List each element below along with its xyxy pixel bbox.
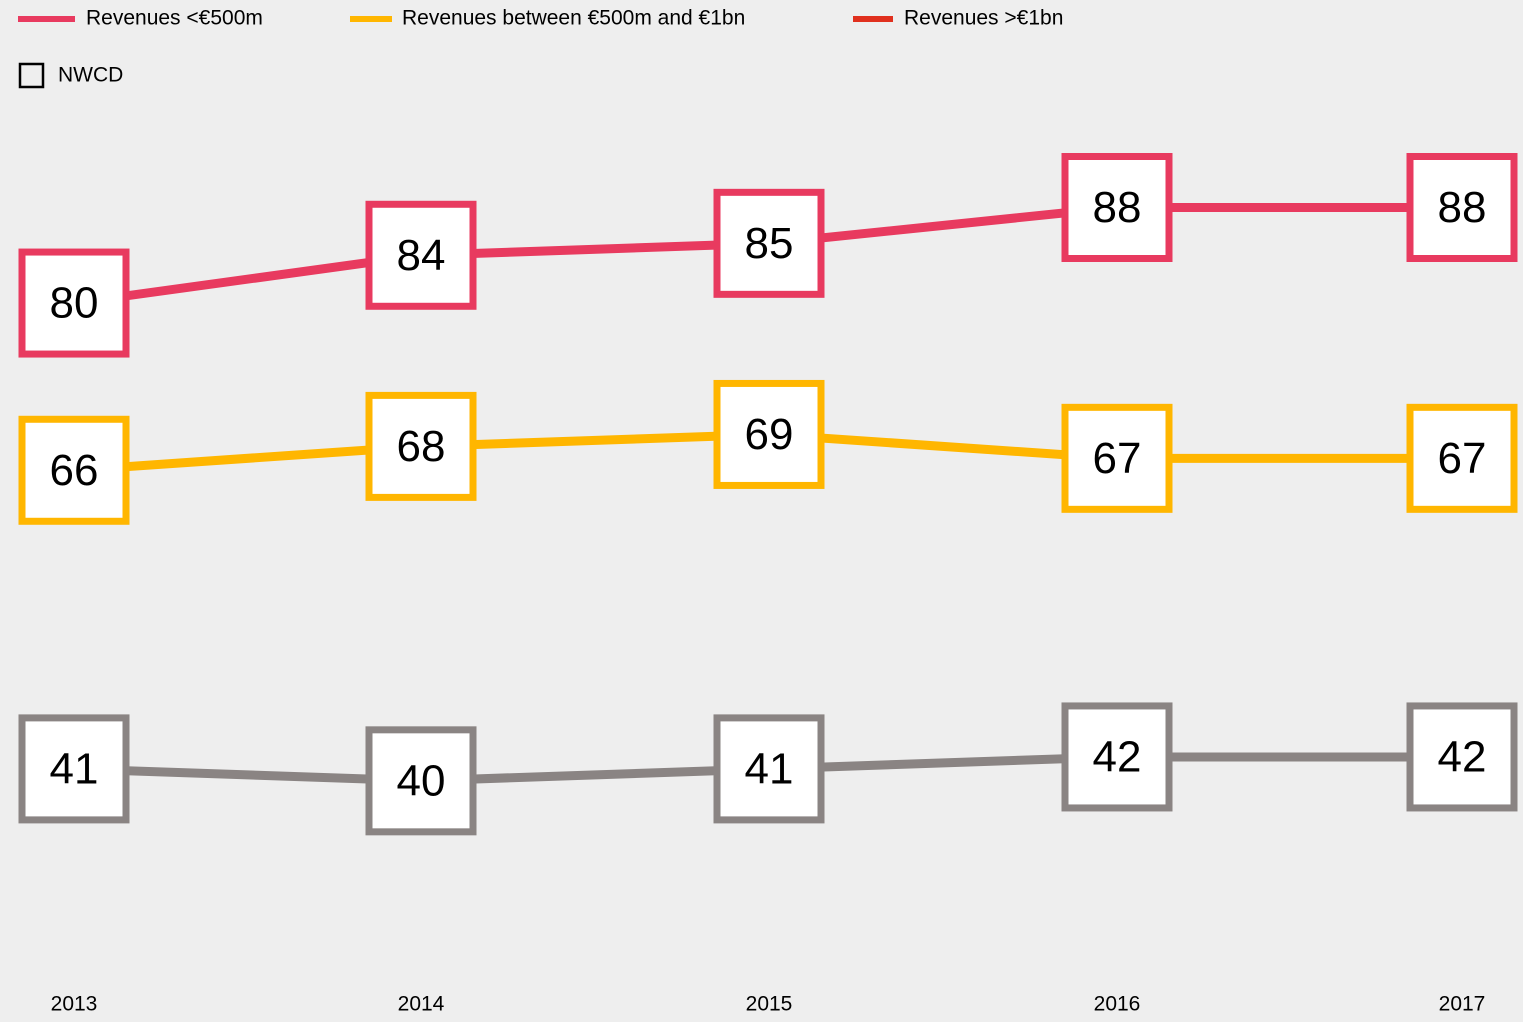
legend-label: Revenues between €500m and €1bn	[402, 7, 745, 30]
value-box	[1061, 702, 1173, 812]
marker-legend-swatch	[18, 62, 45, 89]
value-label: 88	[1438, 183, 1487, 232]
value-box	[713, 714, 825, 824]
value-label: 42	[1438, 733, 1487, 782]
value-box	[1061, 403, 1173, 513]
value-label: 69	[745, 410, 794, 459]
value-box	[1406, 702, 1518, 812]
value-box	[365, 726, 477, 836]
value-label: 40	[397, 756, 446, 805]
value-box	[713, 379, 825, 489]
value-box	[1061, 153, 1173, 262]
value-label: 68	[397, 422, 446, 471]
x-tick-label: 2013	[51, 993, 98, 1016]
legend-label: Revenues >€1bn	[904, 7, 1063, 30]
value-label: 42	[1093, 733, 1142, 782]
value-label: 84	[397, 231, 446, 280]
value-box	[365, 391, 477, 501]
value-label: 66	[50, 446, 99, 495]
x-tick-label: 2017	[1439, 993, 1486, 1016]
x-tick-label: 2016	[1094, 993, 1141, 1016]
legend-label: Revenues <€500m	[86, 7, 263, 30]
x-tick-label: 2015	[746, 993, 793, 1016]
value-label: 88	[1093, 183, 1142, 232]
marker-legend-label: NWCD	[58, 64, 123, 87]
value-box	[365, 200, 477, 310]
value-box	[1406, 153, 1518, 262]
value-label: 67	[1438, 434, 1487, 483]
value-label: 41	[50, 745, 99, 794]
value-box	[18, 415, 130, 525]
value-box	[18, 248, 130, 358]
value-label: 80	[50, 279, 99, 328]
x-tick-label: 2014	[398, 993, 445, 1016]
value-label: 41	[745, 745, 794, 794]
value-label: 85	[745, 219, 794, 268]
value-label: 67	[1093, 434, 1142, 483]
value-box	[18, 714, 130, 824]
value-box	[1406, 403, 1518, 513]
value-box	[713, 188, 825, 298]
